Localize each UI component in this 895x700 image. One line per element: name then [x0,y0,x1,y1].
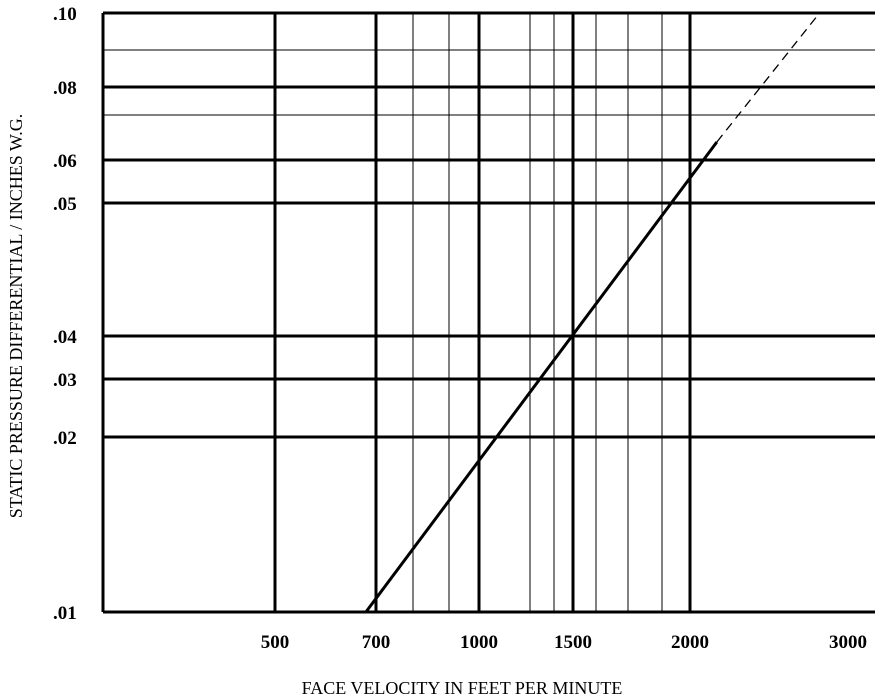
x-tick-label: 1500 [554,632,592,653]
y-tick-label: .03 [53,370,77,391]
y-tick-label: .08 [53,78,77,99]
y-tick-label: .02 [53,428,77,449]
extrapolated-curve [716,12,821,143]
x-tick-label: 700 [362,632,391,653]
x-tick-label: 2000 [671,632,709,653]
y-axis-title: STATIC PRESSURE DIFFERENTIAL / INCHES W.… [6,114,26,518]
y-tick-label: .06 [53,151,77,172]
minor-gridlines [103,13,875,612]
x-tick-label: 1000 [460,632,498,653]
pressure-curve [364,141,719,613]
x-axis-title: FACE VELOCITY IN FEET PER MINUTE [302,678,623,698]
major-gridlines [101,11,875,614]
y-tick-label: .05 [53,194,77,215]
y-tick-label: .01 [53,603,77,624]
y-tick-label: .04 [53,327,77,348]
x-tick-label: 3000 [829,632,867,653]
y-tick-label: .10 [53,4,77,25]
series-layer [364,12,821,613]
x-tick-label: 500 [261,632,290,653]
tick-labels: 500 700 1000 1500 2000 3000 .01 .02 .03 .04 .05 .06… [53,4,867,653]
